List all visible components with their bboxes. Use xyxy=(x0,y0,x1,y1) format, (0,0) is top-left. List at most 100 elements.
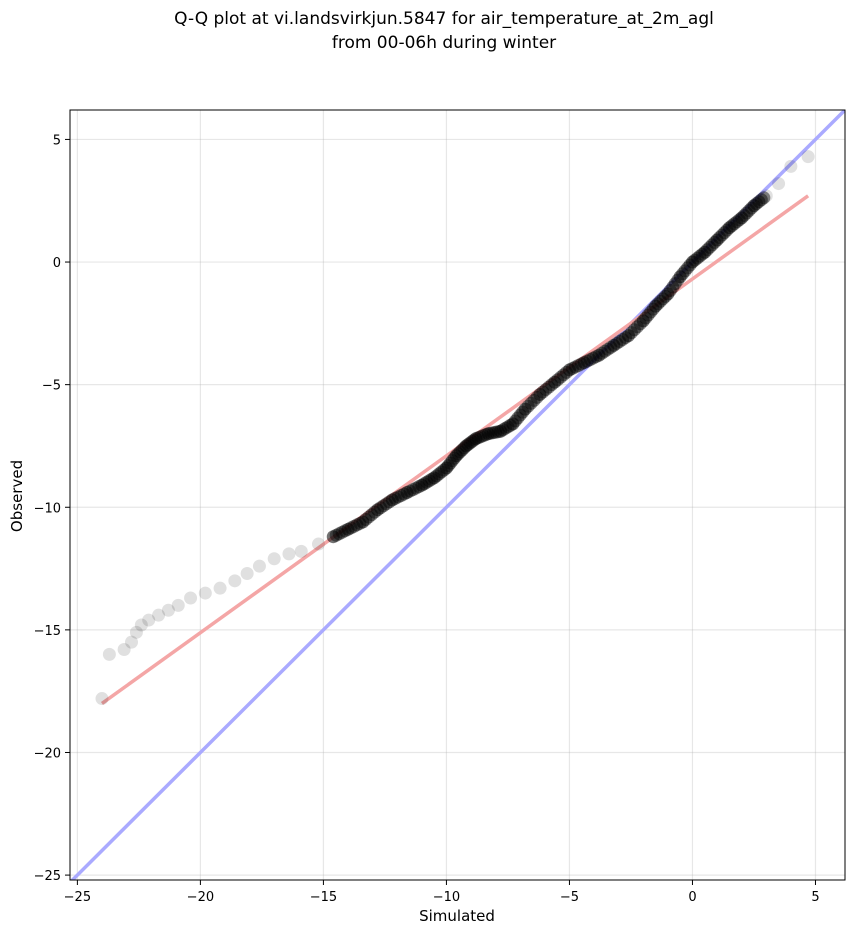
data-point xyxy=(621,329,635,343)
data-point xyxy=(129,625,143,639)
data-point xyxy=(95,692,109,706)
data-point xyxy=(326,530,340,544)
data-point xyxy=(430,469,444,483)
data-point xyxy=(722,221,736,235)
data-point xyxy=(451,447,465,461)
data-point xyxy=(385,493,399,507)
x-tick-label: −10 xyxy=(433,890,460,905)
data-point xyxy=(506,417,520,431)
data-point xyxy=(713,231,727,245)
data-point xyxy=(700,243,714,257)
data-point xyxy=(508,414,522,428)
data-point xyxy=(641,308,655,322)
data-point xyxy=(548,375,562,389)
data-point xyxy=(344,521,358,535)
data-point xyxy=(539,383,553,397)
data-point xyxy=(678,264,692,278)
data-point xyxy=(484,426,498,440)
data-point xyxy=(639,311,653,325)
data-point xyxy=(213,581,227,595)
data-point xyxy=(449,449,463,463)
data-point xyxy=(161,603,175,617)
data-point xyxy=(439,461,453,475)
x-tick-label: 5 xyxy=(811,890,819,905)
data-point xyxy=(282,547,296,561)
y-axis-ticks: 5 0 −5 −10 −15 −20 −25 xyxy=(34,133,70,884)
chart-title-line-2: from 00-06h during winter xyxy=(332,33,556,53)
data-point xyxy=(610,336,624,350)
data-point xyxy=(373,501,387,515)
data-point xyxy=(698,245,712,259)
data-point xyxy=(661,287,675,301)
data-point xyxy=(801,150,815,164)
grid-lines xyxy=(70,110,845,880)
data-point xyxy=(471,431,485,445)
data-point xyxy=(417,477,431,491)
data-point xyxy=(198,586,212,600)
data-point xyxy=(772,177,786,191)
data-point xyxy=(228,574,242,588)
data-point xyxy=(125,635,139,649)
data-point xyxy=(595,346,609,360)
data-point xyxy=(737,208,751,222)
y-tick-label: −15 xyxy=(34,624,61,639)
data-point xyxy=(152,608,166,622)
data-point xyxy=(536,385,550,399)
x-axis-label: Simulated xyxy=(419,907,495,925)
data-point xyxy=(403,484,417,498)
y-tick-label: −25 xyxy=(34,869,61,884)
data-point xyxy=(592,348,606,362)
data-point xyxy=(117,642,131,656)
data-point xyxy=(496,423,510,437)
y-tick-label: 5 xyxy=(53,133,61,148)
data-point xyxy=(651,297,665,311)
data-point xyxy=(735,211,749,225)
data-point xyxy=(459,439,473,453)
data-point xyxy=(710,233,724,247)
data-point xyxy=(524,396,538,410)
data-point xyxy=(481,427,495,441)
data-point xyxy=(666,280,680,294)
data-point xyxy=(725,219,739,233)
data-point xyxy=(554,370,568,384)
plot-frame xyxy=(69,109,846,881)
x-tick-label: −20 xyxy=(187,890,214,905)
data-point xyxy=(171,598,185,612)
data-point xyxy=(511,411,525,425)
data-point xyxy=(134,618,148,632)
data-point xyxy=(551,373,565,387)
data-point xyxy=(441,459,455,473)
data-point xyxy=(494,424,508,438)
data-point xyxy=(359,513,373,527)
y-tick-label: 0 xyxy=(53,256,61,271)
data-point xyxy=(518,402,532,416)
data-point xyxy=(673,270,687,284)
data-point xyxy=(184,591,198,605)
data-point xyxy=(624,326,638,340)
data-points xyxy=(95,150,815,706)
data-point xyxy=(565,361,579,375)
data-point xyxy=(341,522,355,536)
data-point xyxy=(356,515,370,529)
data-point xyxy=(329,528,343,542)
data-point xyxy=(311,537,325,551)
data-point xyxy=(294,544,308,558)
data-point xyxy=(784,159,798,173)
data-point xyxy=(688,253,702,267)
data-point xyxy=(371,503,385,517)
y-tick-label: −10 xyxy=(34,501,61,516)
data-point xyxy=(252,559,266,573)
data-point xyxy=(676,267,690,281)
data-point xyxy=(240,566,254,580)
data-point xyxy=(388,491,402,505)
plot-area xyxy=(70,110,845,880)
data-point xyxy=(636,314,650,328)
data-point xyxy=(663,283,677,297)
x-tick-label: 0 xyxy=(688,890,696,905)
data-point xyxy=(562,363,576,377)
data-point xyxy=(415,478,429,492)
y-tick-label: −5 xyxy=(42,379,61,394)
data-point xyxy=(685,255,699,269)
data-point xyxy=(752,195,766,209)
